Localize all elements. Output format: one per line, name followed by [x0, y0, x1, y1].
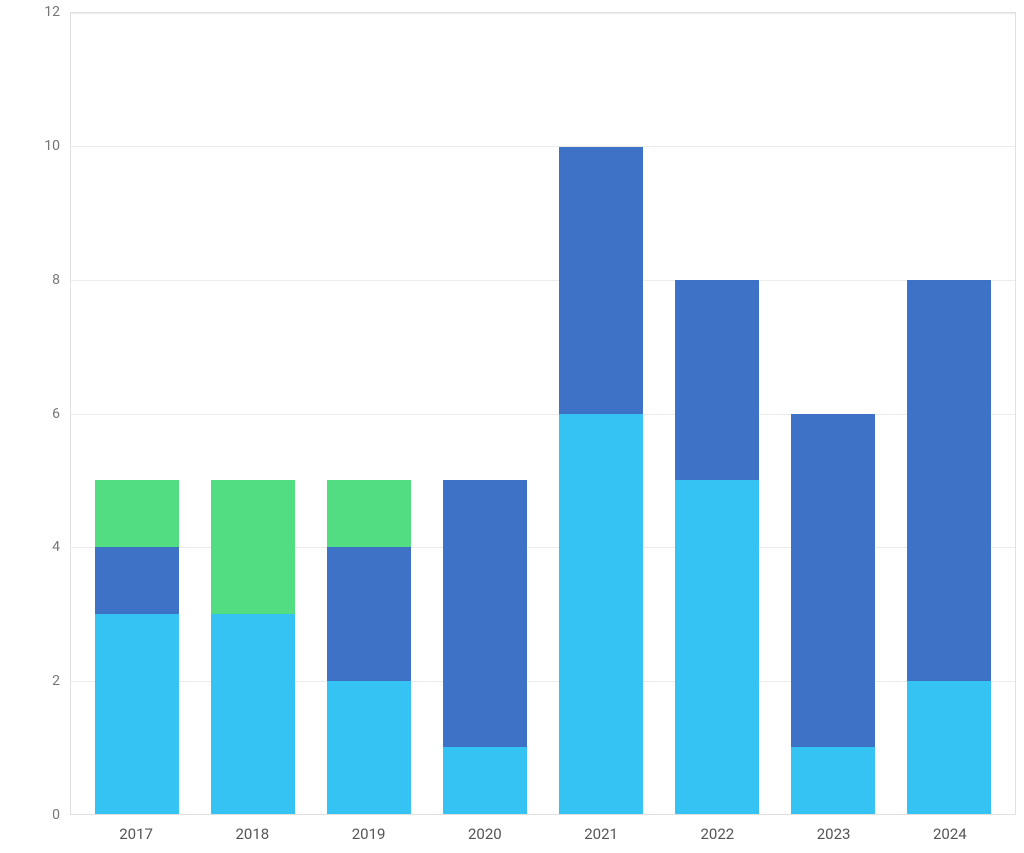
y-tick-label: 8	[52, 272, 60, 288]
bar-slot	[543, 13, 659, 814]
x-tick-label: 2024	[892, 819, 1008, 853]
bar-slot	[311, 13, 427, 814]
x-tick-label: 2017	[78, 819, 194, 853]
bar-slot	[891, 13, 1007, 814]
bar-segment-series-b	[559, 147, 643, 414]
y-tick-label: 12	[44, 4, 60, 20]
bar-slot	[427, 13, 543, 814]
y-tick-label: 10	[44, 138, 60, 154]
bar-slot	[79, 13, 195, 814]
reactor-starts-chart: Number of reactor starts 024681012 20172…	[0, 0, 1024, 853]
bars-container	[71, 13, 1015, 814]
x-tick-label: 2022	[659, 819, 775, 853]
bar-segment-series-c	[95, 480, 179, 547]
plot-area	[70, 12, 1016, 815]
bar-segment-series-a	[559, 414, 643, 815]
x-tick-label: 2023	[776, 819, 892, 853]
bar-2018	[211, 13, 295, 814]
bar-segment-series-b	[791, 414, 875, 748]
y-tick-label: 6	[52, 406, 60, 422]
bar-segment-series-b	[95, 547, 179, 614]
bar-slot	[775, 13, 891, 814]
bar-segment-series-b	[327, 547, 411, 680]
bar-segment-series-b	[675, 280, 759, 480]
bar-segment-series-a	[907, 681, 991, 814]
bar-2019	[327, 13, 411, 814]
bar-slot	[659, 13, 775, 814]
x-axis-labels: 20172018201920202021202220232024	[70, 819, 1016, 853]
x-tick-label: 2019	[311, 819, 427, 853]
bar-segment-series-a	[675, 480, 759, 814]
bar-segment-series-a	[95, 614, 179, 814]
bar-segment-series-b	[907, 280, 991, 681]
bar-2017	[95, 13, 179, 814]
x-tick-label: 2018	[194, 819, 310, 853]
bar-segment-series-a	[211, 614, 295, 814]
bar-segment-series-a	[443, 747, 527, 814]
y-tick-label: 0	[52, 807, 60, 823]
bar-segment-series-a	[791, 747, 875, 814]
bar-2022	[675, 13, 759, 814]
x-tick-label: 2021	[543, 819, 659, 853]
y-tick-labels: 0 2 4 6 8 10 12	[0, 0, 70, 853]
bar-2021	[559, 13, 643, 814]
bar-segment-series-a	[327, 681, 411, 814]
bar-2020	[443, 13, 527, 814]
bar-slot	[195, 13, 311, 814]
x-tick-label: 2020	[427, 819, 543, 853]
bar-segment-series-c	[211, 480, 295, 613]
bar-2023	[791, 13, 875, 814]
bar-2024	[907, 13, 991, 814]
bar-segment-series-b	[443, 480, 527, 747]
y-tick-label: 4	[52, 539, 60, 555]
bar-segment-series-c	[327, 480, 411, 547]
y-tick-label: 2	[52, 673, 60, 689]
